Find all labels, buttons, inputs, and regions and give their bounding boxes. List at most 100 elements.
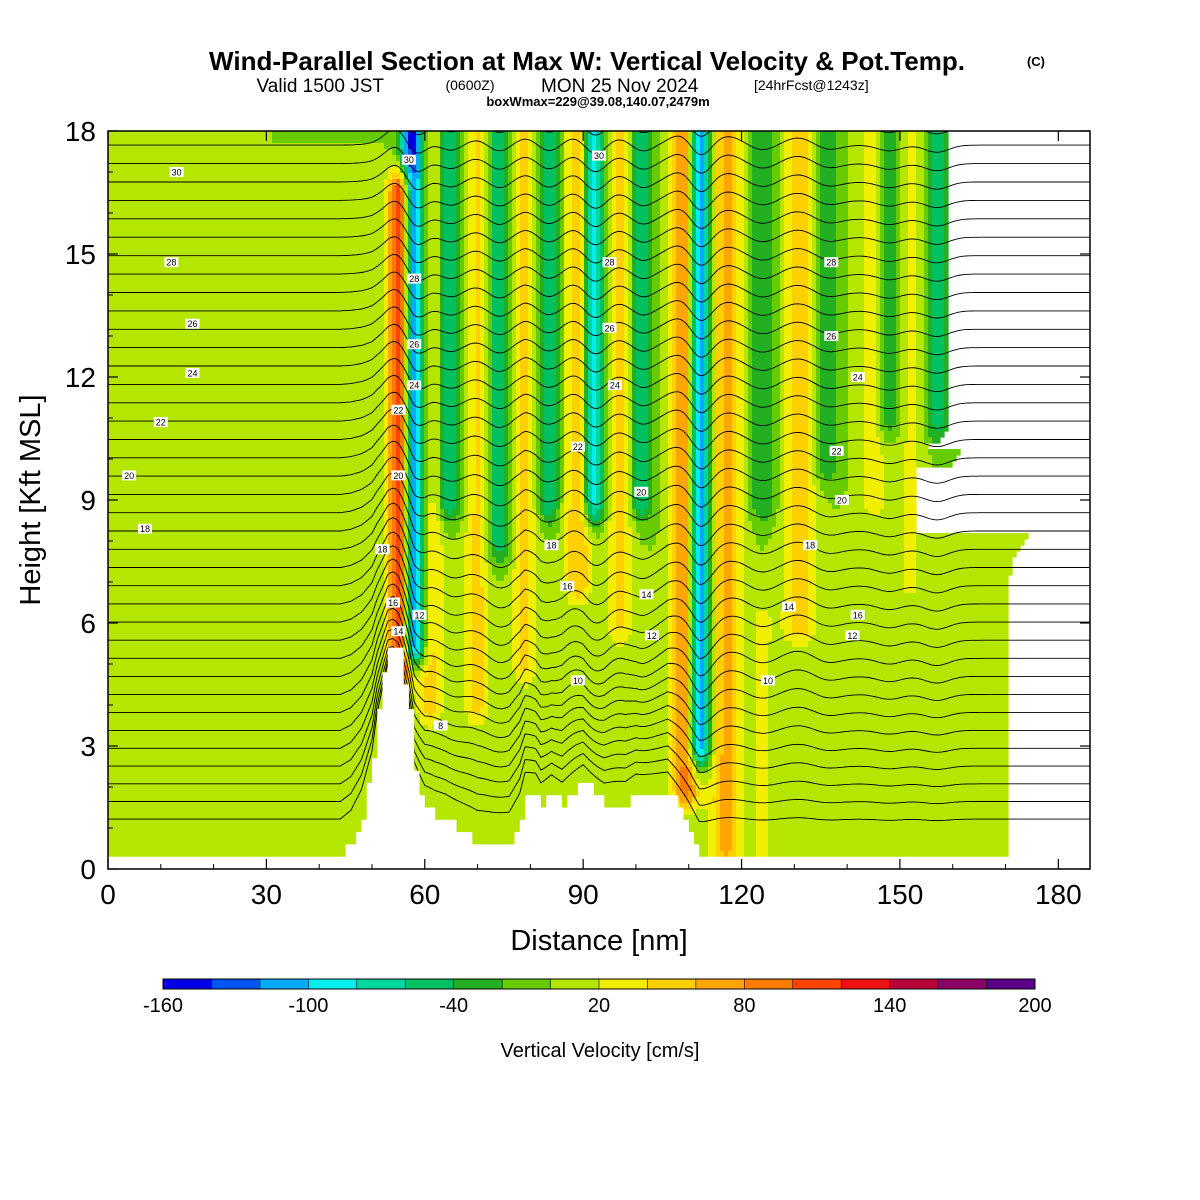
velocity-cell [476,161,481,168]
velocity-cell [476,173,481,180]
velocity-cell [724,161,733,168]
velocity-cell [812,317,817,324]
velocity-cell [648,143,653,150]
velocity-cell [744,359,749,366]
velocity-cell [540,353,545,360]
valid-utc: (0600Z) [445,77,494,93]
velocity-cell [440,299,445,306]
velocity-cell [556,395,561,402]
velocity-cell [772,395,781,402]
velocity-cell [480,203,485,210]
velocity-cell [392,383,397,390]
velocity-cell [528,347,533,354]
velocity-cell [672,215,677,222]
velocity-cell [932,407,945,414]
velocity-cell [544,431,557,438]
velocity-cell [916,227,925,234]
velocity-cell [676,257,689,264]
velocity-cell [612,419,617,426]
velocity-cell [700,425,705,432]
velocity-cell [476,401,481,408]
velocity-cell [612,305,617,312]
velocity-cell [820,149,837,156]
velocity-cell [668,161,673,168]
velocity-cell [444,299,457,306]
velocity-cell [628,239,633,246]
velocity-cell [692,245,697,252]
velocity-cell [412,329,417,336]
velocity-cell [604,401,609,408]
velocity-cell [504,419,509,426]
velocity-cell [880,437,885,444]
velocity-cell [584,167,589,174]
velocity-cell [584,251,589,258]
velocity-cell [648,359,653,366]
velocity-cell [708,359,713,366]
velocity-cell [616,359,625,366]
velocity-cell [708,251,713,258]
velocity-cell [408,149,413,156]
velocity-cell [600,143,605,150]
velocity-cell [404,251,409,258]
velocity-cell [428,281,441,288]
velocity-cell [652,305,661,312]
velocity-cell [560,347,565,354]
velocity-cell [488,245,493,252]
velocity-cell [744,437,749,444]
velocity-cell [528,263,533,270]
velocity-cell [712,353,717,360]
velocity-cell [612,143,617,150]
velocity-cell [460,275,465,282]
velocity-cell [812,329,817,336]
velocity-cell [732,335,737,342]
velocity-cell [812,221,817,228]
velocity-cell [424,335,429,342]
velocity-cell [488,431,493,438]
velocity-cell [736,191,745,198]
velocity-cell [532,431,537,438]
velocity-cell [476,413,481,420]
velocity-cell [624,263,629,270]
velocity-cell [672,341,677,348]
velocity-cell [908,137,917,144]
velocity-cell [600,359,605,366]
velocity-cell [544,395,557,402]
velocity-cell [636,371,649,378]
velocity-cell [532,143,537,150]
velocity-cell [560,449,565,456]
velocity-cell [404,293,409,300]
velocity-cell [744,179,749,186]
velocity-cell [480,443,485,450]
velocity-cell [884,341,897,348]
velocity-cell [748,335,753,342]
velocity-cell [700,161,705,168]
velocity-cell [688,293,693,300]
velocity-cell [672,365,677,372]
velocity-cell [544,443,557,450]
velocity-cell [752,251,773,258]
velocity-cell [560,371,565,378]
velocity-cell [668,443,673,450]
velocity-cell [600,215,605,222]
velocity-cell [900,185,909,192]
velocity-cell [712,365,717,372]
velocity-cell [512,437,517,444]
velocity-cell [748,233,753,240]
velocity-cell [588,359,593,366]
velocity-cell [544,239,557,246]
velocity-cell [424,203,429,210]
velocity-cell [924,293,929,300]
velocity-cell [808,263,813,270]
velocity-cell [512,419,517,426]
velocity-cell [444,419,457,426]
velocity-cell [572,419,581,426]
velocity-cell [440,305,445,312]
velocity-cell [556,377,561,384]
velocity-cell [544,317,557,324]
velocity-cell [820,239,837,246]
velocity-cell [404,143,409,150]
velocity-cell [384,233,389,240]
velocity-cell [724,149,733,156]
velocity-cell [668,287,673,294]
velocity-cell [692,347,697,354]
